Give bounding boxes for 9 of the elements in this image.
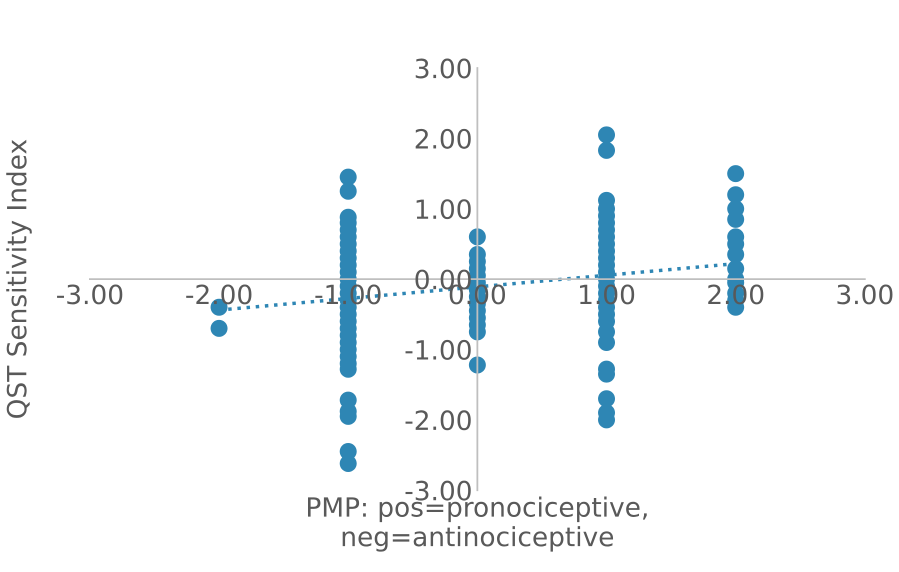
- y-tick-label: 2.00: [416, 128, 471, 149]
- y-tick-label: -2.00: [406, 410, 471, 430]
- y-tick-label: 3.00: [416, 58, 471, 78]
- x-tick-label: -3.00: [57, 284, 122, 304]
- x-tick-label: 3.00: [837, 284, 892, 304]
- x-tick-label: -2.00: [186, 284, 252, 304]
- y-axis-title: QST Sensitivity Index: [6, 140, 32, 418]
- y-tick-label: -1.00: [406, 340, 471, 360]
- y-tick-label: 1.00: [416, 199, 471, 220]
